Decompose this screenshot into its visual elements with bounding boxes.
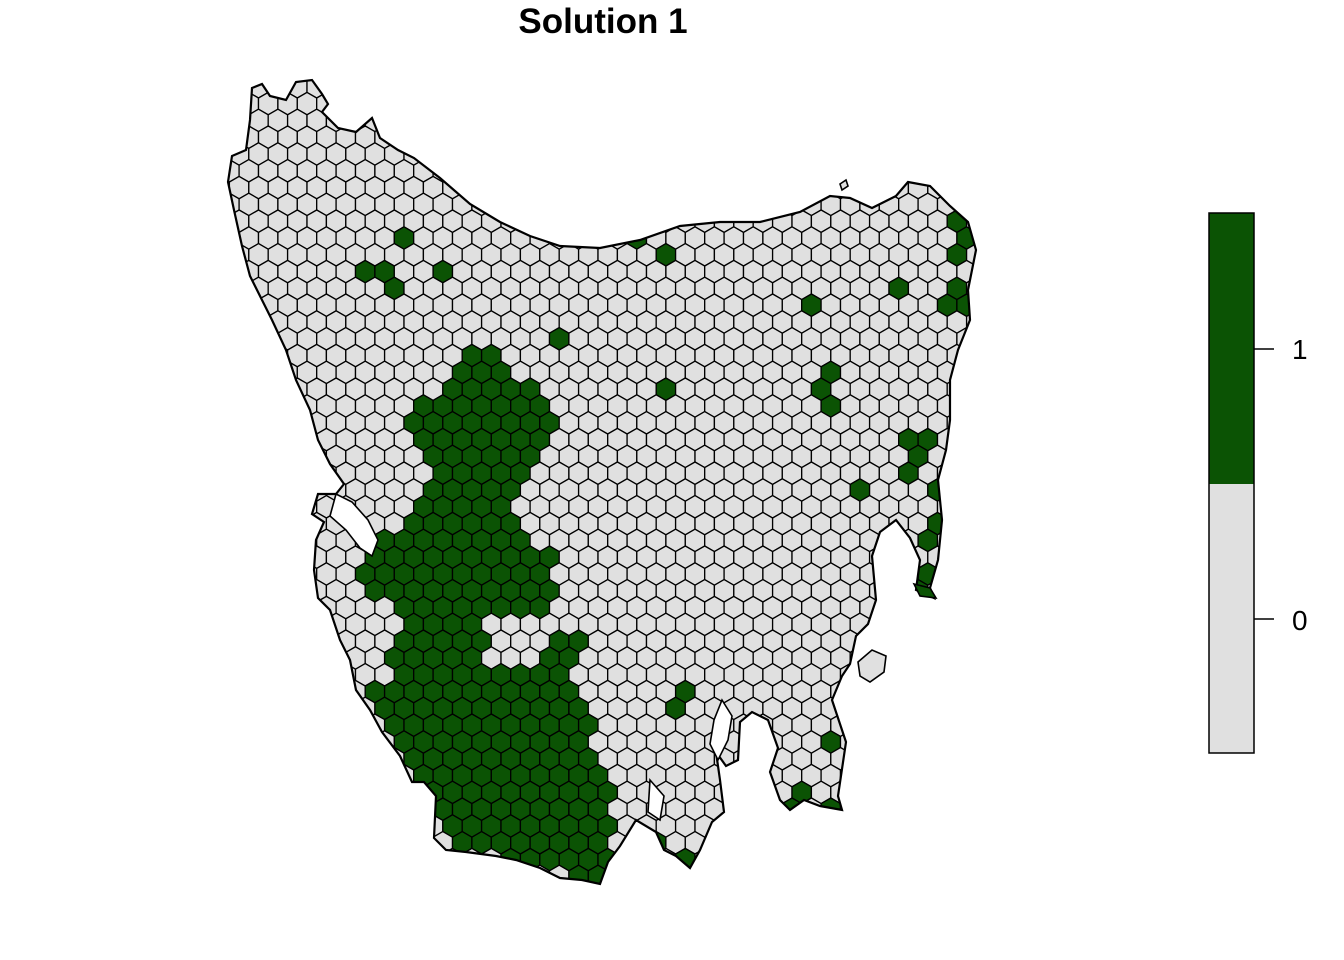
hex-cell-selected — [568, 864, 589, 884]
legend-label-1: 1 — [1292, 334, 1308, 365]
hex-cell — [296, 528, 318, 553]
island-1 — [857, 649, 887, 683]
legend-label-0: 0 — [1292, 605, 1308, 636]
hex-cell — [228, 175, 231, 200]
legend-swatch-selected — [1209, 213, 1254, 484]
hex-grid — [228, 80, 976, 884]
hex-cell — [354, 696, 376, 721]
island-2 — [839, 178, 849, 192]
hex-cell — [316, 461, 337, 486]
hex-cell — [228, 108, 250, 133]
inlet-2 — [709, 698, 733, 762]
hex-cell — [965, 242, 976, 267]
legend-border — [1208, 212, 1255, 754]
hex-cell — [296, 427, 318, 452]
hex-cell — [898, 562, 919, 586]
island-3 — [912, 582, 938, 599]
hex-cell — [839, 763, 861, 788]
hex-cell — [839, 797, 861, 822]
inlet-1 — [329, 492, 379, 558]
coastline-outline — [226, 78, 978, 886]
hex-cell — [587, 226, 609, 250]
hex-cell — [830, 679, 851, 704]
hex-cell — [480, 847, 502, 872]
map-title: Solution 1 — [518, 2, 688, 41]
hex-cell — [684, 864, 706, 884]
legend-swatch-not-selected — [1209, 484, 1254, 753]
offshore-islands — [329, 178, 938, 822]
inlet-3 — [647, 778, 665, 822]
hex-cell — [723, 797, 745, 822]
hex-cell — [393, 763, 415, 788]
legend: 1 0 — [1208, 212, 1308, 754]
hex-cell — [733, 746, 754, 771]
hex-cell — [228, 226, 240, 250]
